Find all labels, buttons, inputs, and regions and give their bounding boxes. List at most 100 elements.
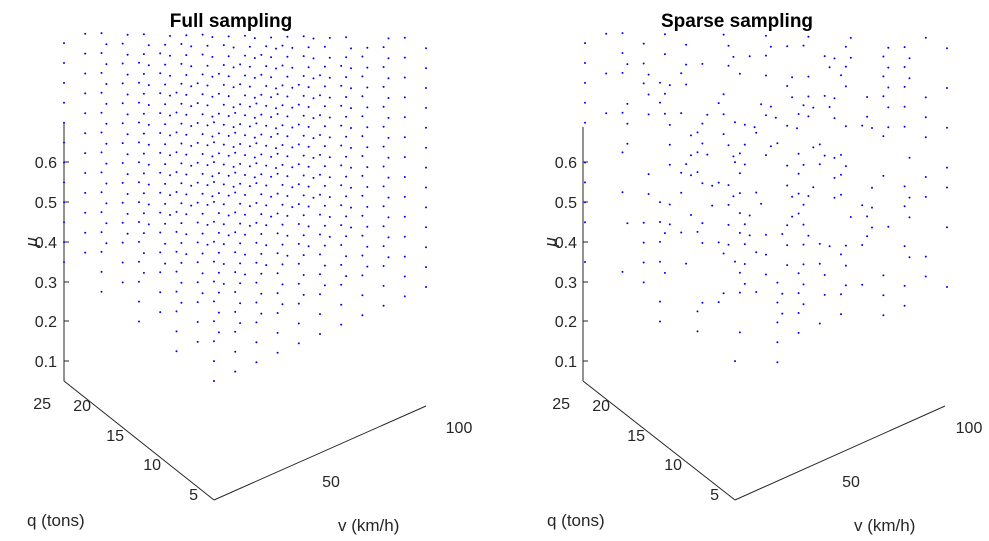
data-point bbox=[366, 146, 369, 149]
z-tick-label: 0.6 bbox=[555, 155, 577, 172]
data-point bbox=[159, 132, 162, 134]
data-point bbox=[213, 121, 215, 124]
data-point bbox=[142, 252, 145, 255]
data-point bbox=[248, 105, 251, 108]
data-point bbox=[840, 74, 842, 77]
data-point bbox=[345, 275, 348, 278]
data-point bbox=[175, 191, 178, 193]
data-point bbox=[802, 303, 805, 306]
data-point bbox=[234, 131, 237, 134]
data-point bbox=[350, 47, 352, 50]
data-point bbox=[765, 114, 767, 117]
data-point bbox=[63, 181, 65, 184]
q-tick-label: 5 bbox=[189, 487, 198, 504]
data-point bbox=[142, 132, 145, 135]
data-point bbox=[138, 181, 140, 184]
data-point bbox=[213, 161, 215, 164]
data-point bbox=[159, 251, 162, 254]
data-point bbox=[297, 183, 300, 186]
data-point bbox=[142, 192, 145, 195]
data-point bbox=[180, 301, 183, 304]
data-point bbox=[823, 154, 826, 157]
data-point bbox=[738, 331, 741, 334]
data-point bbox=[211, 55, 214, 58]
data-point bbox=[924, 255, 927, 258]
data-point bbox=[307, 185, 310, 188]
data-point bbox=[340, 283, 343, 286]
data-point bbox=[711, 184, 714, 187]
data-point bbox=[217, 251, 220, 254]
data-point bbox=[776, 142, 779, 145]
data-point bbox=[887, 126, 890, 129]
data-point bbox=[232, 86, 235, 89]
data-point bbox=[387, 176, 390, 179]
data-point bbox=[312, 77, 315, 80]
data-point bbox=[84, 72, 87, 75]
data-point bbox=[201, 93, 204, 96]
data-point bbox=[818, 163, 821, 166]
data-point bbox=[366, 205, 369, 208]
data-point bbox=[201, 172, 204, 175]
data-point bbox=[206, 144, 209, 147]
data-point bbox=[403, 235, 406, 238]
data-point bbox=[807, 95, 810, 98]
data-point bbox=[291, 86, 294, 89]
data-point bbox=[340, 124, 343, 127]
data-point bbox=[270, 76, 273, 79]
data-point bbox=[147, 123, 150, 126]
data-point bbox=[164, 163, 167, 166]
z-tick-label: 0.3 bbox=[35, 275, 57, 292]
data-point bbox=[345, 56, 348, 59]
data-point bbox=[206, 104, 209, 107]
data-point bbox=[213, 380, 215, 382]
data-point bbox=[234, 251, 237, 254]
data-point bbox=[345, 235, 348, 238]
data-point bbox=[350, 107, 352, 110]
data-point bbox=[307, 66, 310, 69]
data-point bbox=[180, 261, 183, 264]
data-point bbox=[213, 200, 215, 203]
data-point bbox=[340, 104, 343, 107]
data-point bbox=[663, 53, 666, 56]
data-point bbox=[239, 322, 242, 325]
data-point bbox=[340, 164, 343, 167]
data-point bbox=[213, 300, 215, 303]
data-point bbox=[685, 262, 688, 265]
data-point bbox=[319, 114, 321, 117]
data-point bbox=[126, 153, 129, 156]
data-point bbox=[626, 102, 629, 105]
data-point bbox=[100, 71, 103, 74]
data-point bbox=[769, 105, 772, 108]
data-point bbox=[642, 241, 645, 244]
data-point bbox=[312, 97, 315, 100]
data-point bbox=[425, 146, 427, 149]
data-point bbox=[222, 143, 225, 146]
data-point bbox=[142, 53, 145, 56]
data-point bbox=[276, 351, 279, 354]
data-point bbox=[217, 231, 220, 234]
data-point bbox=[403, 156, 406, 159]
data-point bbox=[190, 105, 193, 108]
data-point bbox=[584, 42, 586, 45]
data-point bbox=[239, 302, 242, 305]
data-point bbox=[180, 162, 183, 165]
data-point bbox=[626, 142, 629, 145]
data-point bbox=[732, 55, 735, 58]
data-point bbox=[659, 260, 661, 263]
data-point bbox=[361, 115, 364, 118]
data-point bbox=[903, 284, 906, 287]
data-point bbox=[244, 213, 246, 216]
data-point bbox=[222, 103, 225, 106]
data-point bbox=[217, 192, 220, 195]
data-point bbox=[169, 154, 171, 157]
data-point bbox=[201, 232, 204, 235]
v-tick-label: 50 bbox=[842, 474, 860, 491]
data-point bbox=[255, 122, 258, 125]
data-point bbox=[253, 116, 256, 119]
data-point bbox=[755, 291, 758, 293]
data-point bbox=[138, 221, 140, 223]
data-point bbox=[147, 44, 150, 47]
data-point bbox=[403, 36, 406, 39]
data-point bbox=[239, 162, 242, 165]
data-point bbox=[270, 175, 273, 178]
